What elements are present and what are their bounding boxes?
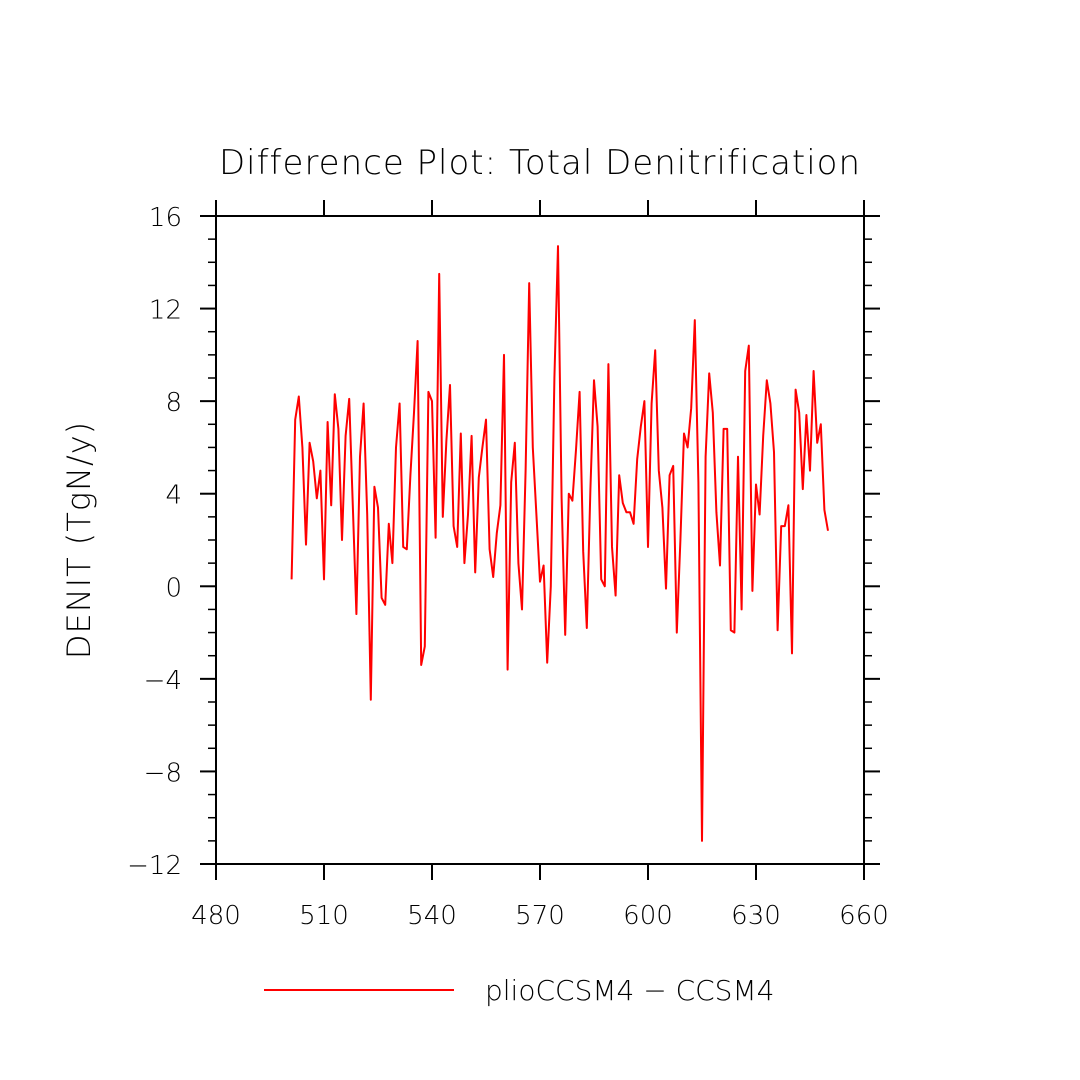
y-tick-labels: −12 −8 −4 0 4 8 12 16: [127, 203, 182, 881]
plot-frame: [215, 215, 865, 865]
x-tick-label: 570: [515, 901, 565, 931]
y-tick-label: 8: [165, 388, 182, 418]
y-tick-label: −4: [144, 666, 182, 696]
x-tick-label: 540: [407, 901, 457, 931]
y-tick-label: 4: [165, 481, 182, 511]
axis-ticks: [200, 200, 880, 880]
x-tick-labels: 480 510 540 570 600 630 660: [191, 901, 889, 931]
series-line: [290, 245, 829, 842]
y-axis-label: DENIT (TgN/y): [60, 421, 98, 659]
x-tick-label: 600: [623, 901, 673, 931]
x-tick-label: 510: [299, 901, 349, 931]
y-tick-label: 16: [149, 203, 182, 233]
y-tick-label: 12: [149, 296, 182, 326]
legend: plioCCSM4 − CCSM4: [264, 974, 774, 1007]
legend-label: plioCCSM4 − CCSM4: [485, 974, 774, 1007]
y-tick-label: −8: [144, 758, 182, 788]
x-tick-label: 630: [731, 901, 781, 931]
chart-title: Difference Plot: Total Denitrification: [219, 143, 861, 183]
y-tick-label: 0: [165, 573, 182, 603]
y-tick-label: −12: [127, 851, 182, 881]
series-group: [290, 245, 829, 842]
x-tick-label: 660: [839, 901, 889, 931]
x-tick-label: 480: [191, 901, 241, 931]
